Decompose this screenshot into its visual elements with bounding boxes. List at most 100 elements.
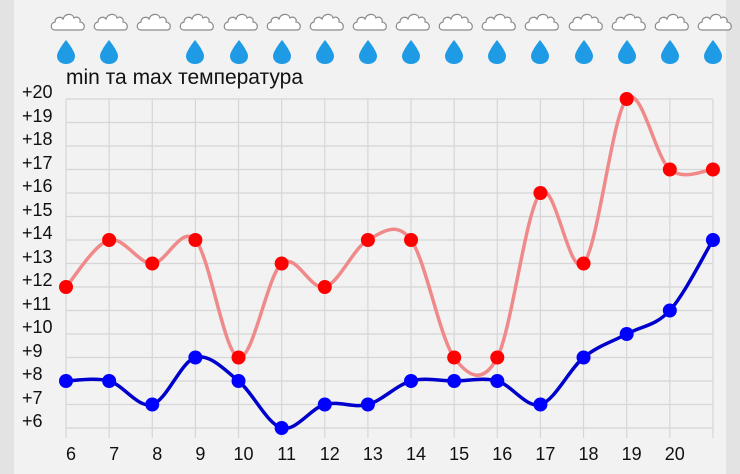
cloud-icon [223, 13, 258, 31]
x-tick-label: 7 [109, 444, 120, 464]
raindrop-icon [445, 40, 464, 64]
min-data-point [619, 327, 634, 341]
max-data-point [533, 186, 548, 200]
cloud-icon [697, 13, 732, 31]
chart-title: min та max температура [66, 66, 303, 89]
y-tick-label: +7 [22, 387, 43, 408]
cloud-icon [568, 13, 603, 31]
cloud-icon [266, 13, 301, 31]
weather-column [177, 8, 217, 66]
x-tick-label: 12 [319, 444, 340, 464]
y-tick-label: +8 [22, 364, 43, 384]
min-data-point [662, 303, 677, 318]
weather-column [48, 8, 88, 66]
x-tick-label: 10 [233, 444, 254, 464]
x-tick-label: 11 [277, 444, 296, 464]
x-tick-label: 9 [195, 444, 206, 464]
x-tick-label: 20 [664, 444, 685, 464]
y-tick-label: +17 [22, 152, 53, 173]
weather-column [522, 8, 562, 66]
cloud-icon [525, 13, 560, 31]
raindrop-icon [703, 40, 722, 64]
min-data-point [360, 397, 375, 412]
weather-column [134, 8, 174, 34]
max-data-point [231, 350, 246, 365]
min-data-point [231, 374, 246, 388]
y-tick-label: +19 [22, 105, 53, 126]
raindrop-icon [531, 40, 550, 64]
raindrop-icon [402, 40, 421, 64]
x-tick-label: 19 [621, 444, 642, 464]
x-tick-label: 17 [535, 444, 556, 464]
max-data-point [705, 162, 720, 177]
min-data-point [447, 374, 462, 388]
x-tick-label: 18 [578, 444, 599, 464]
cloud-icon [654, 13, 689, 31]
raindrop-icon [100, 40, 119, 64]
max-data-point [102, 233, 117, 247]
raindrop-icon [315, 40, 334, 64]
min-data-point [533, 397, 548, 412]
cloud-icon [438, 13, 474, 31]
cloud-icon [93, 13, 128, 31]
raindrop-icon [358, 40, 377, 64]
weather-column [221, 8, 261, 66]
cloud-icon [395, 13, 430, 31]
min-data-point [490, 374, 505, 388]
x-tick-label: 8 [152, 444, 163, 464]
max-data-point [404, 233, 419, 247]
x-tick-label: 13 [362, 444, 383, 464]
raindrop-icon [186, 40, 205, 64]
weather-column [566, 8, 606, 66]
max-data-point [662, 162, 677, 177]
weather-column [350, 8, 390, 66]
y-tick-label: +11 [22, 293, 52, 314]
max-data-point [490, 350, 505, 365]
min-data-point [59, 374, 73, 388]
raindrop-icon [574, 40, 593, 64]
y-tick-label: +16 [22, 176, 53, 196]
cloud-icon [309, 13, 344, 31]
y-tick-label: +9 [22, 340, 43, 361]
y-tick-label: +18 [22, 129, 53, 149]
cloud-icon [50, 13, 85, 31]
right-border [726, 0, 740, 474]
min-data-point [705, 233, 720, 247]
min-data-point [188, 350, 203, 365]
y-tick-label: +6 [22, 411, 43, 431]
max-data-point [188, 233, 203, 247]
max-data-point [59, 280, 73, 294]
grid [65, 98, 714, 438]
weather-column [393, 8, 433, 66]
max-data-point [447, 350, 462, 365]
x-tick-label: 6 [65, 444, 77, 464]
y-tick-label: +13 [22, 246, 53, 267]
max-data-point [619, 92, 634, 106]
raindrop-icon [488, 40, 507, 64]
max-data-point [274, 256, 289, 271]
cloud-icon [611, 13, 646, 31]
raindrop-icon [57, 40, 75, 64]
min-data-point [145, 397, 160, 412]
cloud-icon [136, 13, 172, 31]
max-data-point [576, 256, 591, 271]
y-tick-label: +15 [22, 199, 53, 220]
max-data-point [360, 233, 375, 247]
min-data-point [274, 421, 289, 435]
y-tick-label: +10 [22, 317, 53, 337]
min-data-point [317, 397, 332, 412]
y-tick-label: +20 [22, 82, 53, 102]
weather-column [307, 8, 347, 66]
left-border [0, 0, 14, 474]
min-temperature-line [64, 238, 715, 431]
raindrop-icon [272, 40, 291, 64]
raindrop-icon [229, 40, 248, 64]
weather-column [264, 8, 304, 66]
min-data-point [102, 374, 117, 388]
weather-column [436, 8, 476, 66]
x-tick-label: 16 [492, 444, 513, 464]
raindrop-icon [660, 40, 679, 64]
cloud-icon [352, 13, 387, 31]
min-data-point [576, 350, 591, 365]
